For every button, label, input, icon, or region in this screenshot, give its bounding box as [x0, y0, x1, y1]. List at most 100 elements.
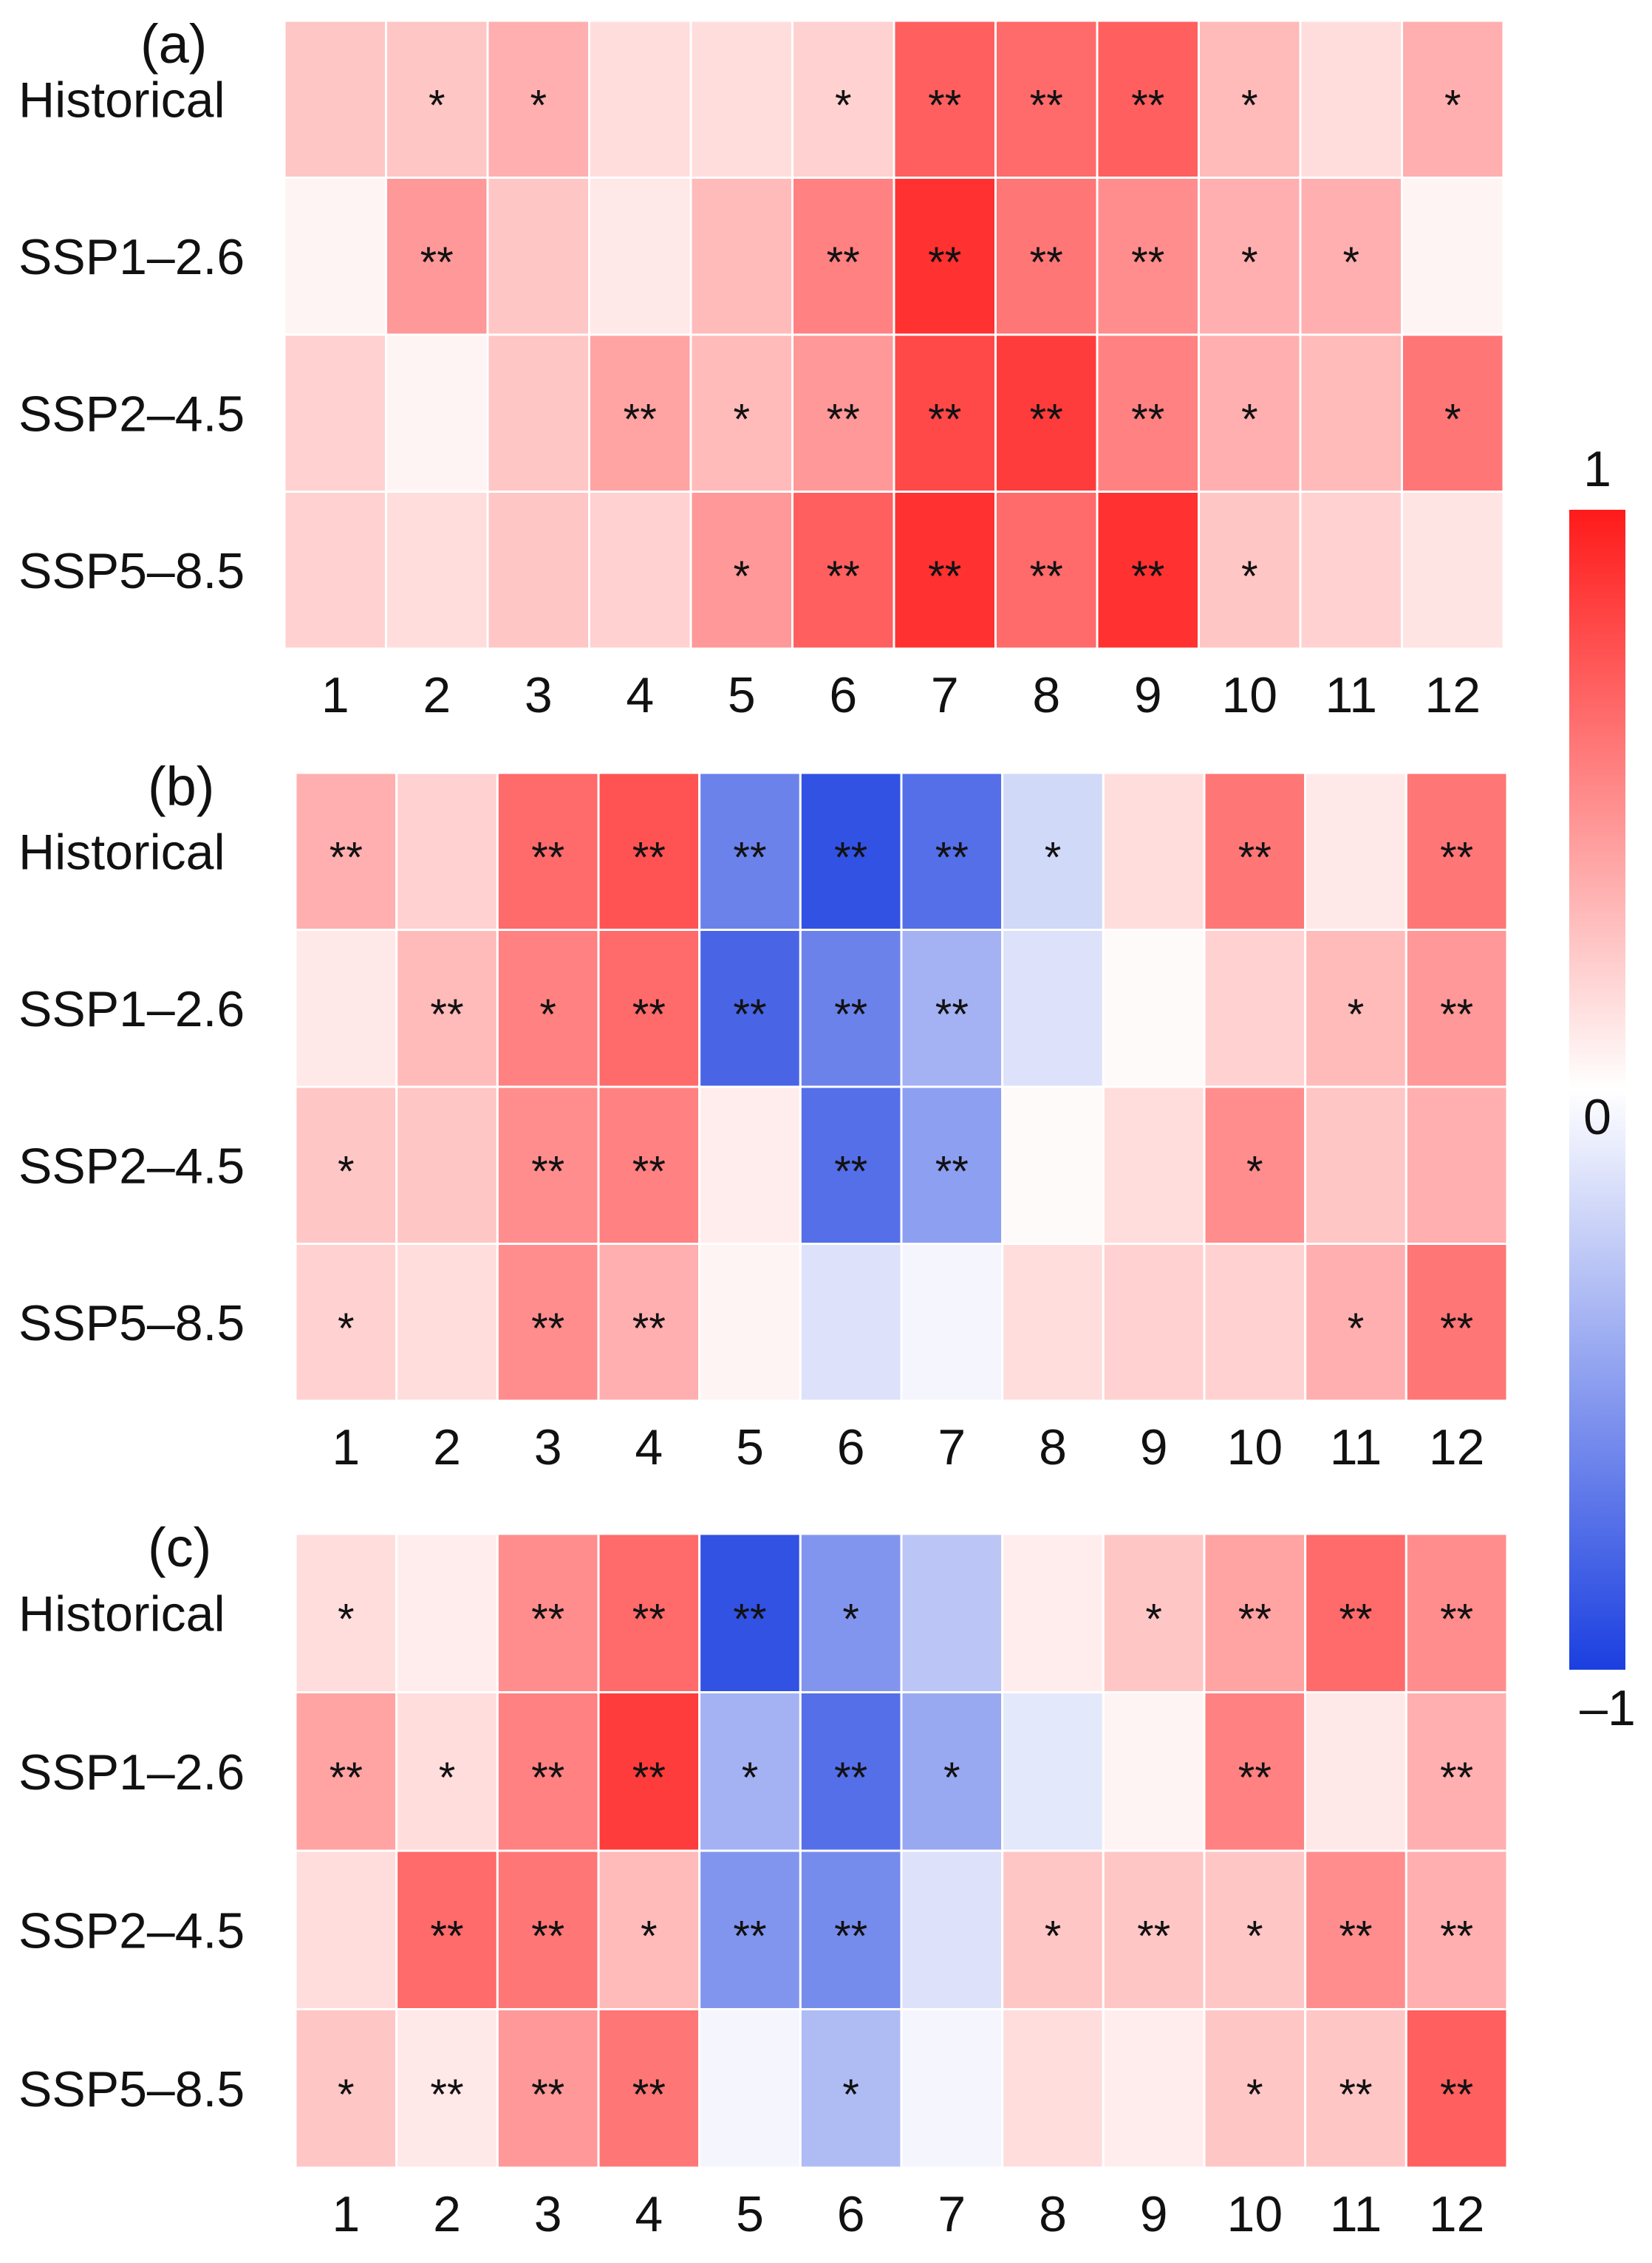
significance-marker: * — [1241, 81, 1258, 129]
significance-marker: * — [530, 81, 547, 129]
heatmap-cell — [1198, 491, 1302, 650]
heatmap-cell — [496, 1085, 600, 1245]
heatmap-cell — [1102, 1849, 1206, 2010]
row-label: SSP1–2.6 — [18, 229, 245, 285]
heatmap-cell — [892, 333, 997, 493]
heatmap-panel-1: (a)Historical * * * ** ** ** * *SSP1–2.6 ** ** ** **… — [18, 13, 1505, 723]
significance-marker: ** — [935, 991, 969, 1039]
heatmap-cell — [1404, 1532, 1509, 1693]
x-tick-label: 2 — [423, 667, 451, 723]
x-tick-label: 4 — [626, 667, 654, 723]
heatmap-cell — [1203, 771, 1307, 931]
x-tick-label: 3 — [534, 1419, 562, 1475]
heatmap-cell — [1096, 491, 1200, 650]
heatmap-panel-2: (b)Historical ** ** ** ** ** ** * ** **SSP1–2.6 **… — [18, 756, 1509, 1475]
significance-marker: ** — [531, 2071, 564, 2119]
panel-label: (b) — [148, 756, 214, 817]
heatmap-cell — [1304, 2008, 1407, 2169]
row-label: SSP1–2.6 — [18, 1744, 245, 1800]
heatmap-cell — [791, 177, 895, 336]
heatmap-cell — [395, 771, 499, 931]
significance-marker: * — [1045, 1912, 1062, 1960]
significance-marker: * — [1342, 239, 1359, 287]
heatmap-cell — [799, 929, 903, 1088]
heatmap-cell — [486, 19, 590, 179]
significance-marker: ** — [935, 833, 969, 881]
heatmap-cell — [294, 1085, 398, 1245]
heatmap-cell — [1001, 1243, 1105, 1402]
x-tick-label: 11 — [1330, 1419, 1382, 1475]
x-tick-label: 4 — [635, 2186, 663, 2242]
heatmap-cell — [395, 1085, 499, 1245]
heatmap-cell — [496, 929, 600, 1088]
significance-marker: ** — [827, 395, 860, 443]
heatmap-cell — [1096, 19, 1200, 179]
heatmap-cell — [395, 2008, 499, 2169]
significance-marker: * — [1241, 553, 1258, 601]
significance-marker: ** — [928, 553, 961, 601]
heatmap-cell — [486, 177, 590, 336]
significance-marker: ** — [1030, 395, 1063, 443]
significance-marker: * — [842, 2071, 859, 2119]
heatmap-cell — [791, 333, 895, 493]
heatmap-cell — [283, 177, 387, 336]
significance-marker: ** — [928, 395, 961, 443]
x-tick-label: 5 — [736, 1419, 764, 1475]
heatmap-cell — [698, 1085, 802, 1245]
heatmap-cell — [1299, 19, 1403, 179]
heatmap-cell — [1096, 333, 1200, 493]
significance-marker: ** — [834, 991, 867, 1039]
heatmap-cell — [1203, 1243, 1307, 1402]
significance-marker: ** — [827, 239, 860, 287]
significance-marker: ** — [430, 1912, 463, 1960]
heatmap-cell — [791, 19, 895, 179]
significance-marker: * — [1246, 2071, 1263, 2119]
significance-marker: ** — [531, 833, 564, 881]
x-tick-label: 11 — [1325, 667, 1377, 723]
heatmap-cell — [1198, 177, 1302, 336]
significance-marker: ** — [928, 81, 961, 129]
heatmap-cell — [698, 2008, 802, 2169]
x-tick-label: 5 — [728, 667, 756, 723]
heatmap-cell — [1404, 1849, 1509, 2010]
significance-marker: * — [1246, 1912, 1263, 1960]
heatmap-cell — [1001, 1691, 1105, 1852]
heatmap-cell — [698, 1532, 802, 1693]
heatmap-cell — [698, 1849, 802, 2010]
significance-marker: ** — [632, 2071, 666, 2119]
heatmap-cell — [1401, 491, 1505, 650]
heatmap-cell — [900, 1532, 1004, 1693]
significance-marker: * — [1145, 1595, 1162, 1643]
heatmap-cell — [1404, 1243, 1509, 1402]
heatmap-cell — [395, 929, 499, 1088]
heatmap-cell — [496, 1243, 600, 1402]
row-label: SSP5–8.5 — [18, 543, 245, 599]
x-tick-label: 7 — [938, 1419, 966, 1475]
heatmap-cell — [1198, 333, 1302, 493]
heatmap-cell — [799, 1243, 903, 1402]
heatmap-cell — [1203, 929, 1307, 1088]
significance-marker: ** — [1131, 553, 1164, 601]
heatmap-panel-3: (c)Historical * ** ** ** * * ** ** **SSP1–2.6 ** * *… — [18, 1517, 1509, 2242]
heatmap-cell — [1299, 491, 1403, 650]
x-tick-label: 8 — [1039, 1419, 1067, 1475]
significance-marker: ** — [1440, 1595, 1473, 1643]
x-tick-label: 3 — [534, 2186, 562, 2242]
heatmap-cell — [496, 2008, 600, 2169]
significance-marker: ** — [1440, 1754, 1473, 1802]
heatmap-cell — [1102, 1085, 1206, 1245]
x-tick-label: 9 — [1140, 1419, 1168, 1475]
significance-marker: * — [338, 2071, 355, 2119]
heatmap-cell — [283, 19, 387, 179]
heatmap-cell — [900, 1243, 1004, 1402]
heatmap-cell — [1401, 177, 1505, 336]
significance-marker: ** — [1440, 991, 1473, 1039]
significance-marker: ** — [420, 239, 454, 287]
heatmap-cell — [1001, 929, 1105, 1088]
heatmap-cell — [395, 1691, 499, 1852]
significance-marker: ** — [1238, 1595, 1272, 1643]
significance-marker: * — [1444, 81, 1461, 129]
significance-marker: ** — [632, 1305, 666, 1353]
heatmap-cell — [698, 929, 802, 1088]
heatmap-cell — [900, 1085, 1004, 1245]
